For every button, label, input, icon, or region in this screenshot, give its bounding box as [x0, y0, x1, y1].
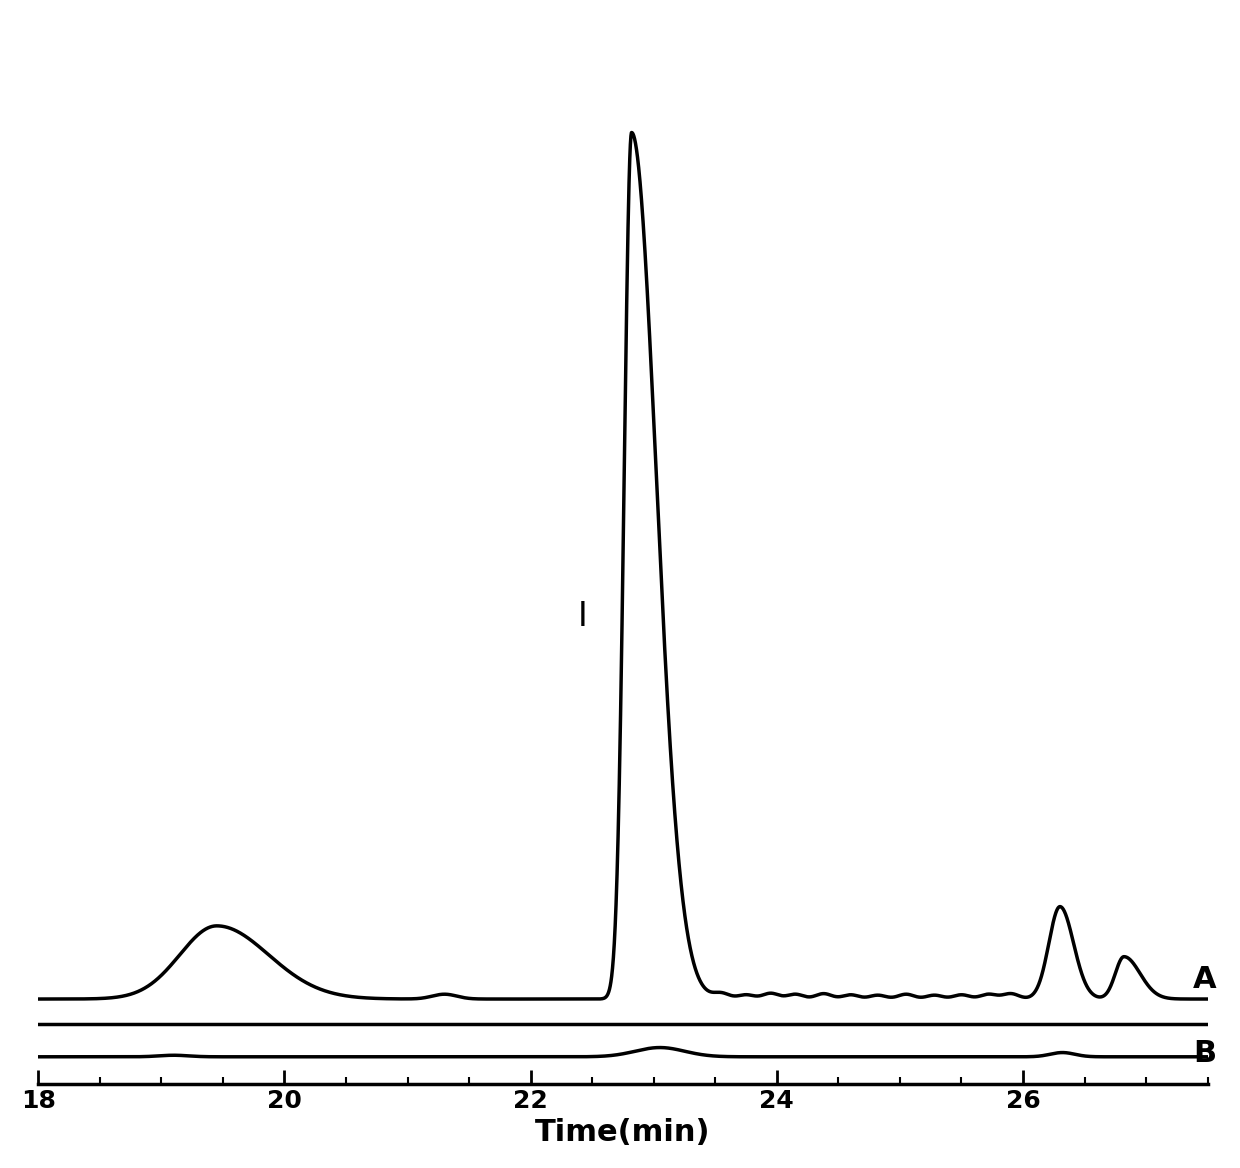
Text: A: A — [1193, 965, 1216, 994]
X-axis label: Time(min): Time(min) — [536, 1118, 711, 1147]
Text: I: I — [578, 600, 588, 633]
Text: B: B — [1193, 1038, 1216, 1068]
